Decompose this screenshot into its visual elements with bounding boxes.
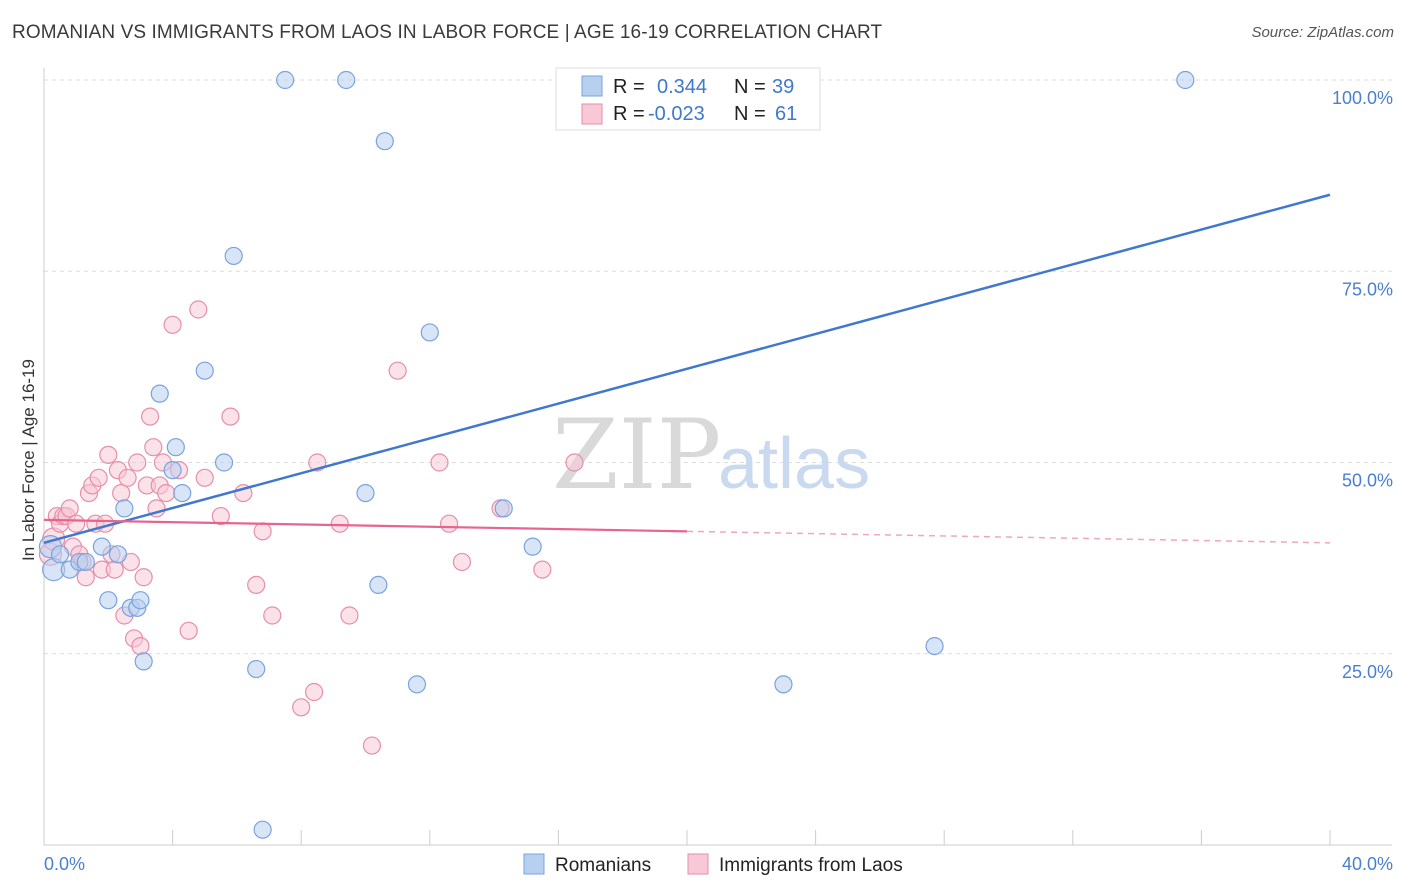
bottom-legend-swatch-laos [687,853,709,875]
laos-point-6 [60,499,79,518]
laos-point-37 [163,315,182,334]
romanians-point-2 [50,545,70,564]
y-tick-label-100: 100.0% [1332,88,1393,108]
romanians-point-17 [173,484,192,503]
laos-point-20 [105,560,124,579]
bottom-legend-swatch-romanians [523,853,545,875]
laos-point-60 [565,453,584,472]
trend-lines [43,193,1331,545]
romanians-point-12 [131,591,150,610]
laos-point-53 [362,736,382,755]
romanians-point-21 [247,659,266,679]
laos-point-29 [134,568,153,587]
romanians-point-35 [774,675,793,694]
source-credit: Source: ZipAtlas.com [1251,24,1394,41]
grid-layer [44,79,1392,655]
legend-n-label-laos: N = [734,103,766,125]
trend-line-romanians [43,193,1331,545]
y-axis-label: In Labor Force | Age 16-19 [19,359,38,561]
laos-point-45 [247,575,266,595]
laos-point-24 [118,468,137,487]
romanians-point-16 [166,438,185,457]
laos-point-54 [388,361,407,380]
watermark-zip: ZIP [552,399,721,511]
trend-line-laos-extrapolated [686,530,1331,544]
romanians-point-25 [356,484,375,503]
romanians-point-31 [523,537,542,556]
laos-point-40 [189,300,208,319]
laos-point-32 [144,438,163,457]
laos-point-52 [340,606,359,625]
romanians-point-22 [253,820,272,839]
romanians-point-37 [1176,70,1195,90]
laos-point-8 [67,514,86,533]
romanians-point-13 [134,652,153,671]
x-tick-label-min: 0.0% [44,854,85,874]
legend-swatch-laos [581,103,603,125]
laos-point-46 [253,522,272,541]
laos-point-27 [128,453,147,472]
legend-swatch-romanians [581,75,603,97]
laos-point-41 [195,468,214,487]
romanians-point-30 [494,499,513,518]
romanians-point-19 [214,453,234,472]
laos-point-57 [452,552,472,572]
watermark-atlas: atlas [718,424,870,504]
laos-point-48 [292,698,311,717]
bottom-legend-label-laos: Immigrants from Laos [719,855,903,876]
legend-r-value-laos: -0.023 [648,103,705,125]
laos-point-11 [76,568,95,587]
laos-point-59 [533,560,552,579]
laos-point-43 [221,407,240,426]
romanians-point-14 [150,384,169,403]
laos-point-22 [112,484,131,503]
stats-legend: R = 0.344 N = 39 R = -0.023 N = 61 [555,67,821,131]
legend-r-label-laos: R = [613,103,645,125]
y-tick-label-50: 50.0% [1342,471,1393,491]
legend-r-label-romanians: R = [613,76,645,98]
laos-point-31 [140,407,160,426]
laos-point-55 [430,453,449,472]
trend-line-laos [43,518,688,533]
laos-point-18 [99,445,118,464]
romanians-point-7 [99,591,118,610]
laos-point-47 [263,606,282,625]
laos-point-39 [179,621,198,640]
laos-point-15 [89,468,108,487]
romanians-point-6 [92,537,111,556]
romanians-point-26 [369,575,388,595]
laos-point-56 [439,514,459,533]
laos-point-49 [304,682,324,702]
y-tick-label-75: 75.0% [1342,279,1393,299]
series-legend: Romanians Immigrants from Laos [523,853,903,876]
axis-layer [43,68,1392,846]
legend-r-value-romanians: 0.344 [657,76,707,98]
legend-n-value-romanians: 39 [772,76,794,98]
x-tick-label-max: 40.0% [1342,854,1393,874]
legend-n-value-laos: 61 [775,103,797,125]
romanians-point-18 [195,361,214,380]
bottom-legend-label-romanians: Romanians [555,855,651,876]
legend-n-label-romanians: N = [734,76,766,98]
romanians-point-15 [163,461,182,480]
romanians-point-20 [224,246,243,266]
romanians-point-24 [337,70,356,90]
romanians-point-9 [115,499,134,518]
laos-point-42 [211,506,230,526]
laos-point-36 [157,484,176,503]
y-tick-label-25: 25.0% [1342,662,1393,682]
romanians-point-5 [76,552,95,572]
romanians-point-23 [276,70,295,90]
romanians-point-29 [420,323,439,342]
romanians-point-8 [108,545,128,564]
y-tick-labels: 25.0% 50.0% 75.0% 100.0% [1332,88,1393,682]
romanians-point-28 [407,675,427,694]
romanians-point-27 [375,132,394,151]
laos-point-28 [131,636,150,656]
chart-title: ROMANIAN VS IMMIGRANTS FROM LAOS IN LABO… [12,22,883,43]
laos-point-51 [330,514,349,533]
romanians-point-36 [925,636,944,656]
